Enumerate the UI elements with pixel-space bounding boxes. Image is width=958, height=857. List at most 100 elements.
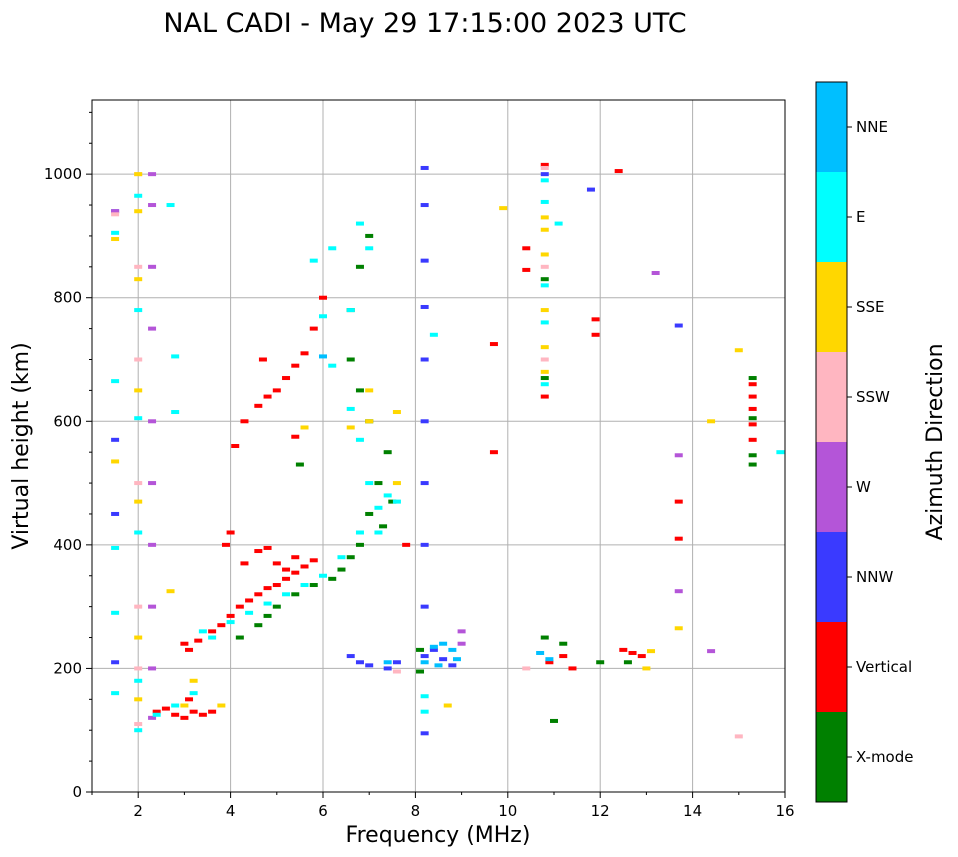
data-point [111,511,120,516]
data-point [429,647,438,652]
data-point [180,715,189,720]
data-point [540,199,549,204]
data-point [282,592,291,597]
data-point [619,647,628,652]
data-point [337,555,346,560]
data-point [166,203,175,208]
data-marks [111,162,785,739]
data-point [374,481,383,486]
data-point [328,246,337,251]
data-point [134,209,143,214]
data-point [392,481,401,486]
data-point [263,601,272,606]
data-point [420,709,429,714]
colorbar-swatch [816,352,847,442]
data-point [540,165,549,170]
colorbar-swatch [816,442,847,532]
data-point [443,703,452,708]
data-point [748,453,757,458]
series-vertical [152,162,757,720]
data-point [111,230,120,235]
data-point [420,660,429,665]
data-point [111,691,120,696]
data-point [420,357,429,362]
y-axis-label: Virtual height (km) [9,342,34,549]
data-point [642,666,651,671]
data-point [134,728,143,733]
data-point [540,382,549,387]
data-point [240,419,249,424]
data-point [420,304,429,309]
data-point [282,576,291,581]
data-point [134,357,143,362]
chart-title: NAL CADI - May 29 17:15:00 2023 UTC [163,8,686,39]
data-point [420,731,429,736]
tick-label-x-14: 14 [683,802,702,820]
data-point [217,703,226,708]
data-point [194,638,203,643]
data-point [540,264,549,269]
data-point [674,589,683,594]
data-point [134,666,143,671]
data-point [226,620,235,625]
data-point [148,203,157,208]
data-point [111,437,120,442]
data-point [392,660,401,665]
data-point [272,583,281,588]
data-point [545,657,554,662]
data-point [776,450,785,455]
data-point [550,718,558,723]
data-point [319,295,327,300]
data-point [134,193,143,198]
data-point [134,678,143,683]
data-point [134,416,143,421]
data-point [148,264,157,269]
data-point [374,505,383,510]
series-sse [111,172,743,708]
data-point [300,351,309,356]
data-point [365,246,374,251]
data-point [134,530,143,535]
data-point [111,545,120,550]
data-point [420,165,429,170]
data-point [111,379,120,384]
data-point [674,536,683,541]
data-point [748,382,757,387]
data-point [748,394,757,399]
data-point [148,715,157,720]
data-point [420,419,429,424]
data-point [148,326,157,331]
data-point [355,437,364,442]
data-point [346,308,355,313]
series-ssw [111,165,743,739]
data-point [291,570,300,575]
data-point [189,691,198,696]
y-axis: 0 200 400 600 800 1000 Virtual height (k… [9,111,92,801]
data-point [383,666,392,671]
colorbar-swatch [816,712,847,802]
plot-area [91,99,786,793]
data-point [392,410,401,415]
data-point [540,308,549,313]
data-point [420,258,429,263]
data-point [272,604,281,609]
colorbar-label-ssw: SSW [856,388,890,406]
colorbar-swatch [816,262,847,352]
data-point [388,499,397,504]
colorbar-title: Azimuth Direction [923,343,948,540]
x-axis-label: Frequency (MHz) [346,823,531,848]
data-point [355,388,364,393]
data-point [208,629,217,634]
data-point [734,734,743,739]
data-point [263,545,272,550]
data-point [416,669,425,674]
data-point [111,237,120,242]
series-x-mode [235,233,757,723]
data-point [272,388,281,393]
data-point [328,363,337,368]
data-point [586,187,595,192]
data-point [748,376,757,381]
data-point [258,357,267,362]
data-point [674,626,683,631]
data-point [134,635,143,640]
